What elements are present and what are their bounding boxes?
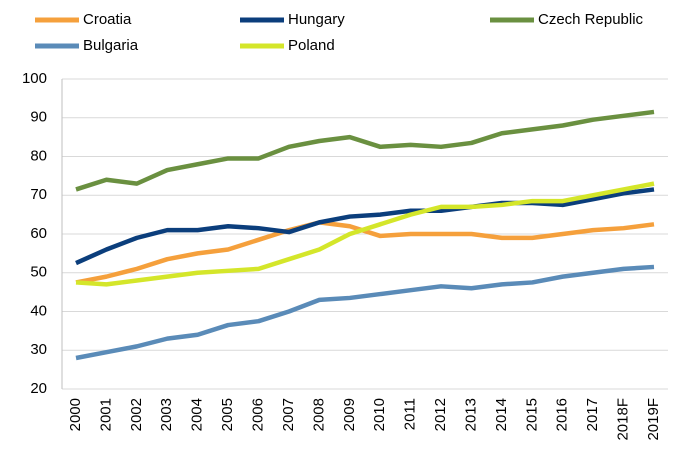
x-tick-label: 2012: [432, 398, 449, 431]
x-tick-label: 2018F: [615, 398, 632, 441]
y-tick-label: 40: [30, 302, 47, 319]
series-line: [75, 264, 655, 361]
x-tick-label: 2010: [371, 398, 388, 431]
y-tick-label: 20: [30, 380, 47, 397]
x-tick-label: 2001: [97, 398, 114, 431]
legend-label: Hungary: [288, 11, 345, 28]
x-tick-label: 2007: [280, 398, 297, 431]
x-tick-label: 2017: [584, 398, 601, 431]
legend-label: Poland: [288, 37, 335, 54]
series-line: [75, 109, 655, 192]
y-tick-label: 90: [30, 109, 47, 126]
x-tick-label: 2011: [402, 398, 419, 430]
x-tick-label: 2004: [189, 398, 206, 431]
series-line: [75, 187, 655, 266]
x-tick-label: 2002: [128, 398, 145, 431]
legend-label: Croatia: [83, 11, 132, 28]
x-tick-label: 2016: [554, 398, 571, 431]
y-tick-label: 60: [30, 225, 47, 242]
x-tick-label: 2006: [249, 398, 266, 431]
x-tick-label: 2008: [310, 398, 327, 431]
x-tick-label: 2015: [523, 398, 540, 431]
x-tick-label: 2000: [67, 398, 84, 431]
x-tick-label: 2019F: [645, 398, 662, 441]
series-line: [75, 181, 655, 287]
y-tick-label: 100: [22, 70, 47, 87]
y-tick-label: 50: [30, 264, 47, 281]
x-tick-label: 2009: [341, 398, 358, 431]
legend-label: Bulgaria: [83, 37, 139, 54]
x-tick-label: 2005: [219, 398, 236, 431]
x-tick-label: 2013: [462, 398, 479, 431]
y-tick-label: 70: [30, 186, 47, 203]
x-tick-label: 2003: [158, 398, 175, 431]
y-tick-label: 30: [30, 341, 47, 358]
y-tick-label: 80: [30, 147, 47, 164]
x-tick-label: 2014: [493, 398, 510, 431]
legend-label: Czech Republic: [538, 11, 644, 28]
